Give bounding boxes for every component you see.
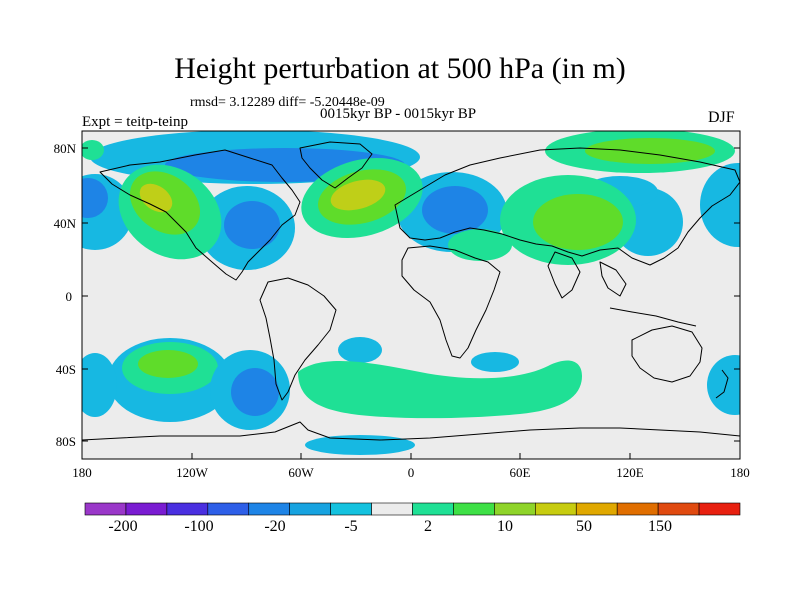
colorbar-box [166, 502, 209, 516]
green-anomaly-arabia [448, 229, 512, 261]
blue-anomaly-south-pacific-east-core [231, 368, 279, 416]
green-anomaly-central-asia-core [533, 194, 623, 250]
colorbar-label: -200 [108, 518, 137, 535]
season-label: DJF [708, 109, 735, 126]
colorbar-label: -100 [184, 518, 213, 535]
colorbar-box [371, 502, 413, 516]
lon-axis [81, 453, 741, 459]
lat-tick-label: 40N [54, 216, 77, 231]
lat-tick-label: 0 [66, 289, 73, 304]
coastline-india [547, 251, 581, 299]
green-anomaly-west-arctic [82, 140, 104, 160]
green-anomaly-north-atlantic-peak [330, 179, 386, 211]
coastline-new-zealand [715, 369, 729, 399]
blue-anomaly-southwest-pacific [82, 353, 117, 417]
colorbar-box [453, 502, 495, 516]
stats-line: rmsd= 3.12289 diff= -5.20448e-09 [190, 95, 385, 110]
colorbar-label: 50 [576, 518, 592, 535]
colorbar-box [616, 502, 659, 516]
colorbar-box [575, 502, 618, 516]
green-anomaly-south-pacific-west-core [138, 350, 198, 378]
blue-anomaly-europe-core [422, 186, 488, 234]
colorbar-label: -20 [264, 518, 285, 535]
colorbar-labels: -200 -100 -20 -5 2 10 50 150 [108, 518, 672, 535]
colorbar-box [84, 502, 127, 516]
lon-tick-label: 120W [176, 465, 209, 480]
green-anomaly-southern-ocean [298, 360, 582, 419]
colorbar-box [125, 502, 168, 516]
colorbar-box [535, 502, 577, 516]
anomaly-field-north [82, 131, 740, 270]
coastline-antarctica [82, 421, 740, 441]
lat-tick-label: 80S [56, 434, 76, 449]
lon-tick-label: 0 [408, 465, 415, 480]
colorbar-label: 150 [648, 518, 672, 535]
colorbar-label: -5 [344, 518, 357, 535]
map-panel [82, 131, 740, 459]
green-anomaly-north-pacific-peak [139, 183, 173, 213]
blue-anomaly-antarctic [305, 435, 415, 455]
coastline-indonesia [609, 307, 697, 327]
blue-anomaly-southeast-pacific [707, 355, 740, 415]
coastlines [82, 141, 740, 441]
colorbar-box [289, 502, 331, 516]
colorbar-box [412, 502, 454, 516]
coastline-southeast-asia [599, 261, 627, 297]
colorbar-box [657, 502, 700, 516]
colorbar-box [698, 502, 741, 516]
lat-axis [82, 147, 740, 442]
colorbar-label: 2 [424, 518, 432, 535]
colorbar [84, 502, 741, 516]
experiment-label: Expt = teitp-teinp [82, 114, 188, 130]
colorbar-box [248, 502, 290, 516]
lon-tick-label: 60E [510, 465, 531, 480]
lat-tick-label: 40S [56, 362, 76, 377]
lon-tick-label: 120E [616, 465, 644, 480]
period-label: 0015kyr BP - 0015kyr BP [320, 106, 477, 122]
blue-anomaly-west-pacific-core [82, 178, 108, 218]
green-anomaly-arctic-east-core [585, 138, 715, 164]
colorbar-box [494, 502, 536, 516]
coastline-greenland [299, 141, 373, 189]
coastline-south-america [259, 277, 337, 401]
lat-tick-label: 80N [54, 141, 77, 156]
blue-anomaly-indian-ocean [471, 352, 519, 372]
coastline-north-america [99, 149, 301, 281]
blue-anomaly-east-pacific [700, 163, 740, 247]
coastline-australia [631, 325, 703, 383]
colorbar-box [207, 502, 250, 516]
colorbar-label: 10 [497, 518, 513, 535]
lon-tick-label: 60W [288, 465, 314, 480]
blue-anomaly-north-america-core [224, 201, 280, 249]
lon-tick-label: 180 [730, 465, 750, 480]
coastline-africa [401, 245, 501, 359]
plot-title: Height perturbation at 500 hPa (in m) [174, 52, 626, 85]
coastline-eurasia [394, 147, 740, 266]
blue-anomaly-south-atlantic [338, 337, 382, 363]
lon-tick-label: 180 [72, 465, 92, 480]
colorbar-box [330, 502, 372, 516]
